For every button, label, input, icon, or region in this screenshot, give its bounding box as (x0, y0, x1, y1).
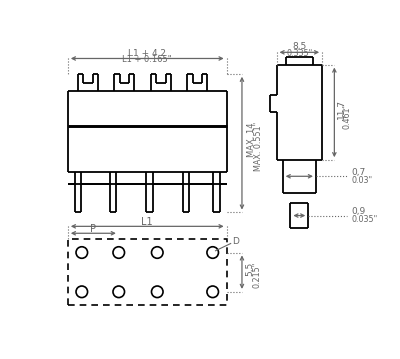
Text: 0.03": 0.03" (351, 176, 372, 185)
Text: 0.461": 0.461" (343, 102, 352, 129)
Text: 0.215": 0.215" (252, 262, 261, 288)
Text: L1 + 4,2: L1 + 4,2 (128, 48, 166, 57)
Text: 0,9: 0,9 (351, 207, 366, 216)
Text: 5,5: 5,5 (245, 262, 254, 276)
Text: 0.035": 0.035" (351, 215, 378, 224)
Text: 8,5: 8,5 (292, 42, 306, 51)
Text: 0,7: 0,7 (351, 168, 366, 177)
Text: 11,7: 11,7 (337, 99, 346, 119)
Text: MAX. 0.551": MAX. 0.551" (254, 122, 263, 171)
Text: L1 + 0.165": L1 + 0.165" (122, 55, 172, 64)
Text: L1: L1 (142, 217, 153, 227)
Text: MAX. 14: MAX. 14 (248, 123, 256, 157)
Text: P: P (90, 224, 96, 234)
Text: D: D (232, 237, 239, 246)
Text: 0.335": 0.335" (286, 48, 312, 57)
